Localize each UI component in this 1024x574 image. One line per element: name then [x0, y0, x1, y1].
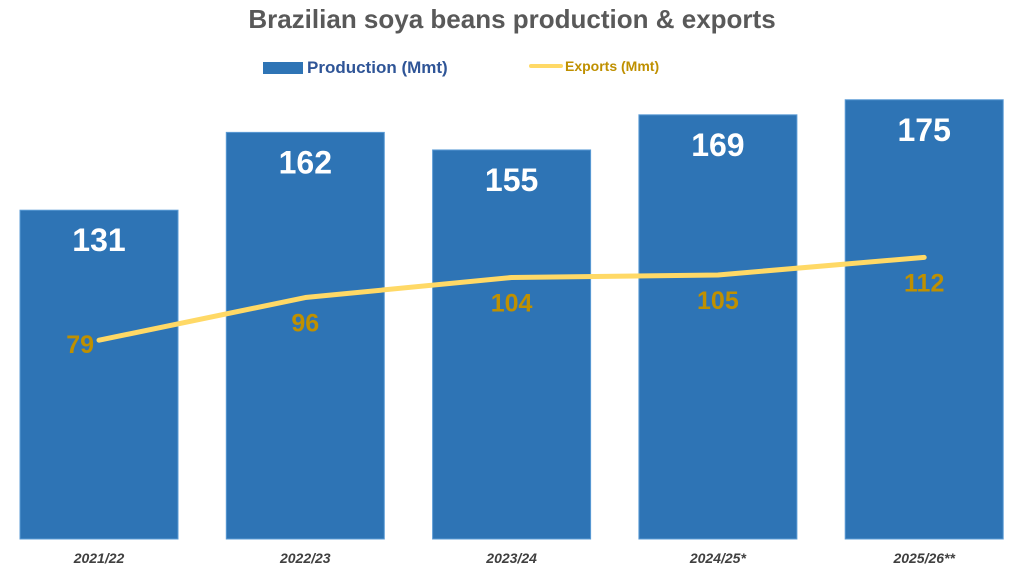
production-value-label: 155 [485, 162, 538, 198]
category-label: 2021/22 [73, 550, 125, 566]
legend-item-exports: Exports (Mmt) [529, 58, 659, 74]
production-bar [844, 99, 1004, 540]
production-bar [432, 149, 592, 540]
production-bar [225, 131, 385, 540]
bar-swatch-icon [263, 62, 303, 74]
exports-line [96, 254, 927, 343]
exports-value-label: 104 [491, 289, 533, 317]
exports-value-label: 79 [66, 331, 94, 359]
category-label: 2025/26** [892, 550, 955, 566]
legend-item-production: Production (Mmt) [263, 58, 448, 78]
line-swatch-icon [529, 64, 563, 68]
exports-value-label: 112 [904, 269, 944, 297]
chart-title: Brazilian soya beans production & export… [248, 4, 776, 34]
production-value-label: 175 [898, 112, 951, 148]
legend-label-production: Production (Mmt) [307, 58, 448, 77]
category-label: 2024/25* [689, 550, 747, 566]
exports-value-label: 105 [697, 287, 739, 315]
exports-value-label: 96 [291, 310, 319, 338]
category-label: 2022/23 [279, 550, 331, 566]
production-value-label: 162 [279, 144, 332, 180]
production-value-label: 131 [72, 222, 125, 258]
legend-label-exports: Exports (Mmt) [565, 58, 660, 74]
chart-legend: Production (Mmt) Exports (Mmt) [0, 58, 1024, 78]
production-bar [19, 209, 179, 540]
production-value-label: 169 [691, 127, 744, 163]
category-label: 2023/24 [485, 550, 537, 566]
production-bar [638, 114, 798, 540]
